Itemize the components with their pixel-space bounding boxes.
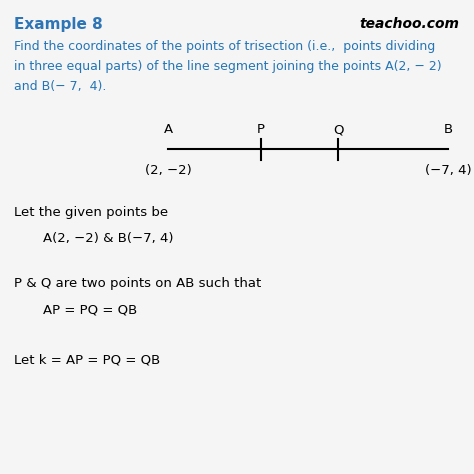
Text: P: P — [257, 123, 265, 136]
Text: Q: Q — [333, 123, 344, 136]
Text: Let k = AP = PQ = QB: Let k = AP = PQ = QB — [14, 353, 161, 366]
Text: and B(− 7,  4).: and B(− 7, 4). — [14, 80, 107, 92]
Text: (−7, 4): (−7, 4) — [425, 164, 471, 177]
Text: B: B — [443, 123, 453, 136]
Text: A: A — [164, 123, 173, 136]
Text: (2, −2): (2, −2) — [145, 164, 191, 177]
Text: AP = PQ = QB: AP = PQ = QB — [43, 303, 137, 316]
Text: Let the given points be: Let the given points be — [14, 206, 168, 219]
Text: in three equal parts) of the line segment joining the points A(2, − 2): in three equal parts) of the line segmen… — [14, 60, 442, 73]
Text: P & Q are two points on AB such that: P & Q are two points on AB such that — [14, 277, 262, 290]
Text: Example 8: Example 8 — [14, 17, 103, 32]
Text: A(2, −2) & B(−7, 4): A(2, −2) & B(−7, 4) — [43, 232, 173, 245]
Text: teachoo.com: teachoo.com — [360, 17, 460, 31]
Text: Find the coordinates of the points of trisection (i.e.,  points dividing: Find the coordinates of the points of tr… — [14, 40, 436, 53]
